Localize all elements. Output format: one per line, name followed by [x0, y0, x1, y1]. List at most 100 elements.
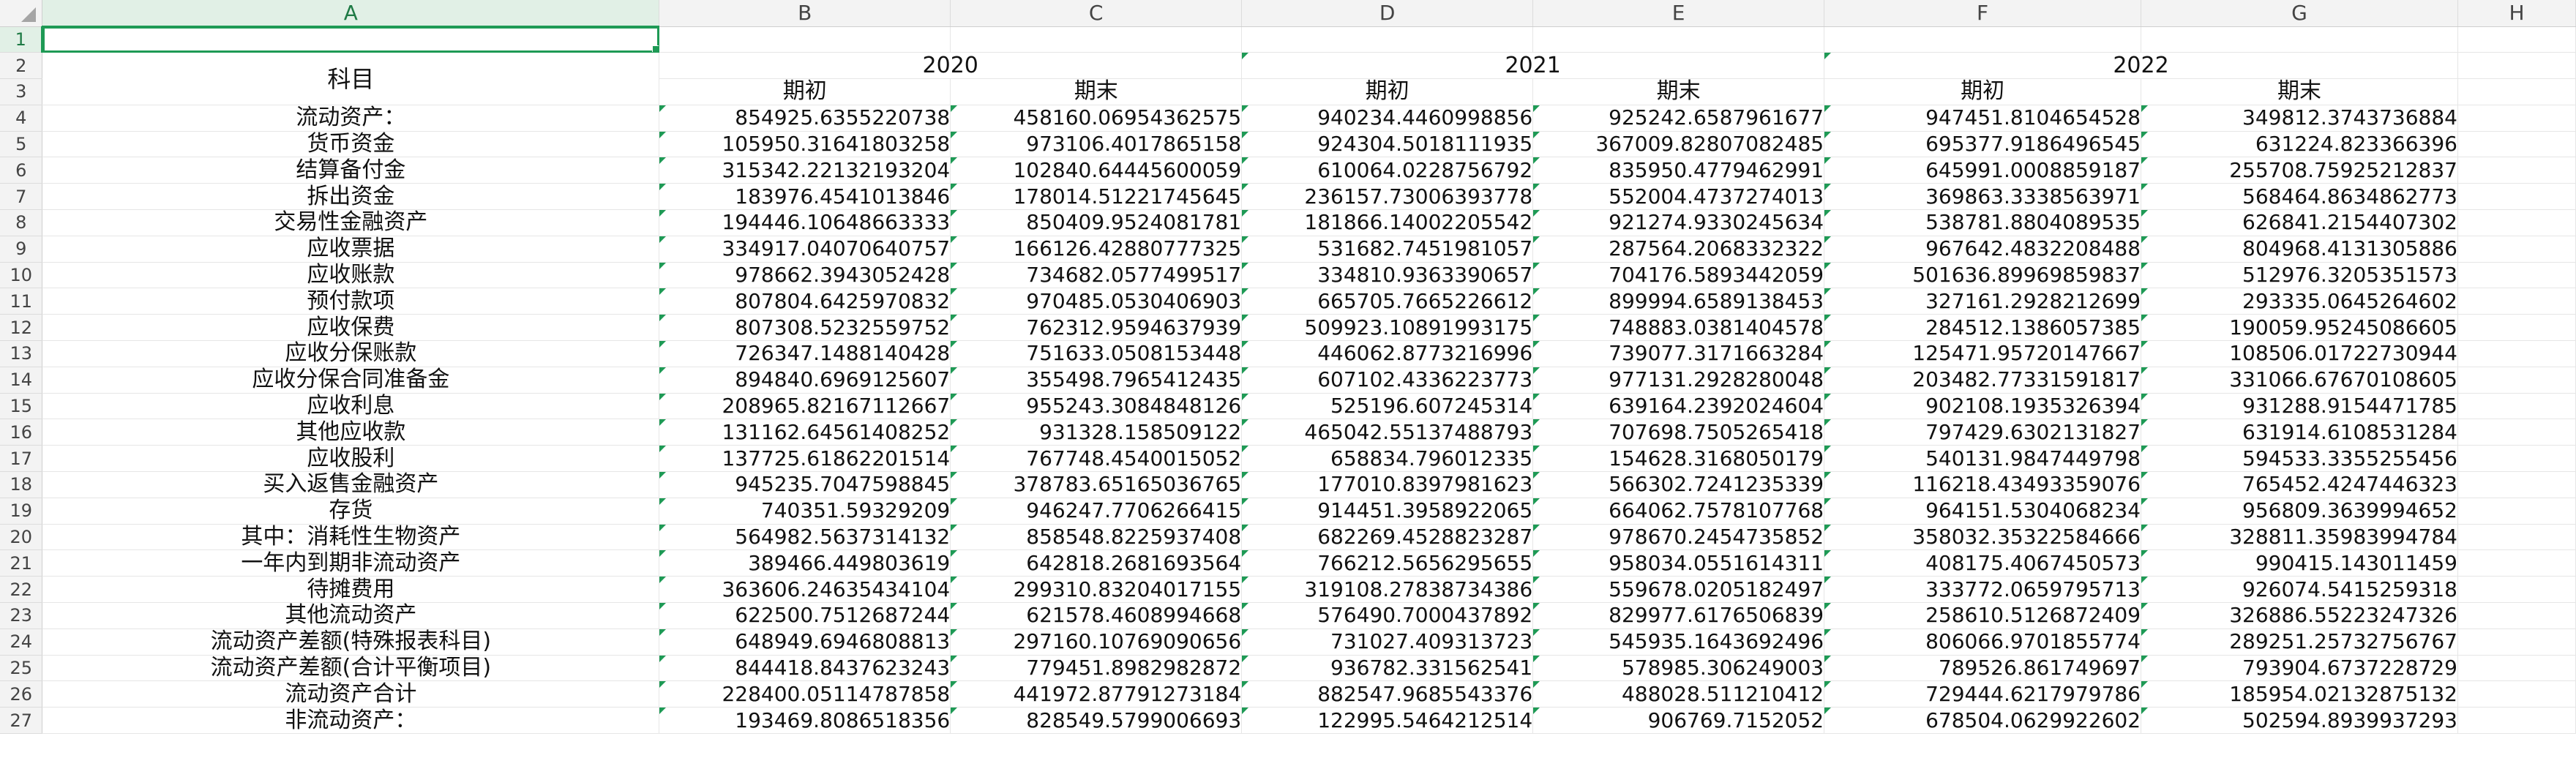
account-label-cell[interactable]: 拆出资金	[42, 183, 660, 211]
value-cell[interactable]: 731027.409313723	[1241, 628, 1534, 656]
cell[interactable]	[2457, 131, 2576, 158]
value-cell[interactable]: 958034.0551614311	[1532, 549, 1825, 577]
value-cell[interactable]: 378783.65165036765	[950, 471, 1243, 498]
value-cell[interactable]: 964151.5304068234	[1824, 498, 2142, 525]
year-header-2022[interactable]: 2022	[1824, 52, 2458, 80]
value-cell[interactable]: 835950.4779462991	[1532, 157, 1825, 184]
account-label-cell[interactable]: 应收保费	[42, 314, 660, 342]
value-cell[interactable]: 766212.5656295655	[1241, 549, 1534, 577]
value-cell[interactable]: 540131.9847449798	[1824, 445, 2142, 473]
value-cell[interactable]: 183976.4541013846	[659, 183, 951, 211]
value-cell[interactable]: 642818.2681693564	[950, 549, 1243, 577]
value-cell[interactable]: 978670.2454735852	[1532, 524, 1825, 551]
account-label-cell[interactable]: 预付款项	[42, 288, 660, 315]
row-header-22[interactable]: 22	[0, 576, 43, 604]
cell[interactable]	[950, 26, 1243, 53]
value-cell[interactable]: 488028.511210412	[1532, 680, 1825, 708]
value-cell[interactable]: 319108.27838734386	[1241, 576, 1534, 604]
value-cell[interactable]: 131162.64561408252	[659, 419, 951, 446]
subject-header-cell[interactable]: 科目	[42, 52, 660, 105]
value-cell[interactable]: 137725.61862201514	[659, 445, 951, 473]
value-cell[interactable]: 621578.4608994668	[950, 602, 1243, 629]
account-label-cell[interactable]: 货币资金	[42, 131, 660, 158]
value-cell[interactable]: 545935.1643692496	[1532, 628, 1825, 656]
fill-handle[interactable]	[652, 45, 659, 52]
cell[interactable]	[2457, 707, 2576, 735]
account-label-cell[interactable]: 待摊费用	[42, 576, 660, 604]
column-header-f[interactable]: F	[1824, 0, 2142, 27]
value-cell[interactable]: 258610.5126872409	[1824, 602, 2142, 629]
value-cell[interactable]: 334917.04070640757	[659, 236, 951, 263]
account-label-cell[interactable]: 买入返售金融资产	[42, 471, 660, 498]
value-cell[interactable]: 358032.35322584666	[1824, 524, 2142, 551]
value-cell[interactable]: 154628.3168050179	[1532, 445, 1825, 473]
value-cell[interactable]: 326886.55223247326	[2141, 602, 2458, 629]
value-cell[interactable]: 208965.82167112667	[659, 393, 951, 420]
value-cell[interactable]: 902108.1935326394	[1824, 393, 2142, 420]
row-header-1[interactable]: 1	[0, 26, 44, 53]
value-cell[interactable]: 349812.3743736884	[2141, 105, 2458, 132]
value-cell[interactable]: 363606.24635434104	[659, 576, 951, 604]
value-cell[interactable]: 926074.5415259318	[2141, 576, 2458, 604]
cell[interactable]	[2457, 288, 2576, 315]
value-cell[interactable]: 181866.14002205542	[1241, 209, 1534, 236]
value-cell[interactable]: 882547.9685543376	[1241, 680, 1534, 708]
value-cell[interactable]: 255708.75925212837	[2141, 157, 2458, 184]
value-cell[interactable]: 639164.2392024604	[1532, 393, 1825, 420]
row-header-11[interactable]: 11	[0, 288, 43, 315]
value-cell[interactable]: 334810.9363390657	[1241, 262, 1534, 289]
value-cell[interactable]: 327161.2928212699	[1824, 288, 2142, 315]
row-header-18[interactable]: 18	[0, 471, 43, 498]
cell[interactable]	[2457, 393, 2576, 420]
cell[interactable]	[2457, 680, 2576, 708]
value-cell[interactable]: 568464.8634862773	[2141, 183, 2458, 211]
cell[interactable]	[2457, 340, 2576, 367]
cell[interactable]	[2457, 524, 2576, 551]
cell[interactable]	[2457, 628, 2576, 656]
value-cell[interactable]: 297160.10769090656	[950, 628, 1243, 656]
value-cell[interactable]: 931288.9154471785	[2141, 393, 2458, 420]
value-cell[interactable]: 645991.0008859187	[1824, 157, 2142, 184]
period-start-2022[interactable]: 期初	[1824, 78, 2142, 105]
value-cell[interactable]: 559678.0205182497	[1532, 576, 1825, 604]
value-cell[interactable]: 578985.306249003	[1532, 655, 1825, 682]
value-cell[interactable]: 446062.8773216996	[1241, 340, 1534, 367]
value-cell[interactable]: 978662.3943052428	[659, 262, 951, 289]
value-cell[interactable]: 936782.331562541	[1241, 655, 1534, 682]
value-cell[interactable]: 458160.06954362575	[950, 105, 1243, 132]
cell[interactable]	[2457, 209, 2576, 236]
value-cell[interactable]: 203482.77331591817	[1824, 367, 2142, 394]
cell[interactable]	[2141, 26, 2458, 53]
cell[interactable]	[2457, 262, 2576, 289]
value-cell[interactable]: 955243.3084848126	[950, 393, 1243, 420]
account-label-cell[interactable]: 应收账款	[42, 262, 660, 289]
row-header-12[interactable]: 12	[0, 314, 43, 342]
value-cell[interactable]: 973106.4017865158	[950, 131, 1243, 158]
value-cell[interactable]: 682269.4528823287	[1241, 524, 1534, 551]
cell[interactable]	[659, 26, 951, 53]
value-cell[interactable]: 804968.4131305886	[2141, 236, 2458, 263]
year-header-2020[interactable]: 2020	[659, 52, 1243, 80]
period-end-2020[interactable]: 期末	[950, 78, 1243, 105]
value-cell[interactable]: 695377.9186496545	[1824, 131, 2142, 158]
account-label-cell[interactable]: 流动资产差额(特殊报表科目)	[42, 628, 660, 656]
column-header-e[interactable]: E	[1532, 0, 1825, 27]
account-label-cell[interactable]: 结算备付金	[42, 157, 660, 184]
value-cell[interactable]: 977131.2928280048	[1532, 367, 1825, 394]
value-cell[interactable]: 751633.0508153448	[950, 340, 1243, 367]
value-cell[interactable]: 947451.8104654528	[1824, 105, 2142, 132]
cell[interactable]	[2457, 52, 2576, 80]
value-cell[interactable]: 789526.861749697	[1824, 655, 2142, 682]
value-cell[interactable]: 793904.6737228729	[2141, 655, 2458, 682]
value-cell[interactable]: 858548.8225937408	[950, 524, 1243, 551]
value-cell[interactable]: 289251.25732756767	[2141, 628, 2458, 656]
value-cell[interactable]: 779451.8982982872	[950, 655, 1243, 682]
account-label-cell[interactable]: 其他应收款	[42, 419, 660, 446]
value-cell[interactable]: 193469.8086518356	[659, 707, 951, 735]
value-cell[interactable]: 797429.6302131827	[1824, 419, 2142, 446]
value-cell[interactable]: 441972.87791273184	[950, 680, 1243, 708]
value-cell[interactable]: 509923.10891993175	[1241, 314, 1534, 342]
cell[interactable]	[2457, 655, 2576, 682]
value-cell[interactable]: 105950.31641803258	[659, 131, 951, 158]
